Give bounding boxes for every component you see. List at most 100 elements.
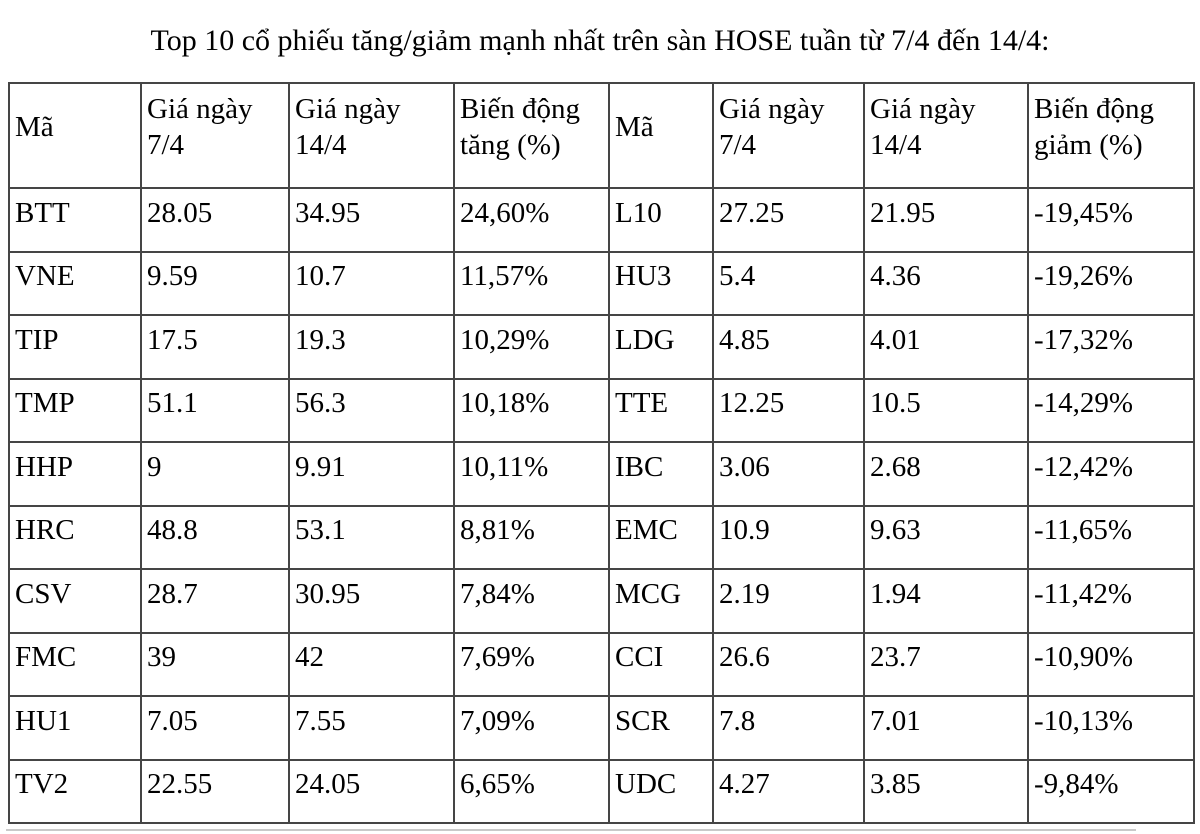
loser-change-cell: -10,90% — [1027, 631, 1195, 697]
loser-price-14-4-cell: 21.95 — [863, 187, 1029, 253]
gainer-code-cell: TIP — [8, 314, 142, 380]
gainer-code-cell: VNE — [8, 250, 142, 316]
loser-price-7-4-cell: 4.27 — [712, 758, 865, 824]
gainer-change-cell: 8,81% — [453, 504, 610, 570]
col-header-loser-price-7-4: Giá ngày 7/4 — [712, 82, 865, 189]
loser-price-7-4-cell: 4.85 — [712, 314, 865, 380]
loser-price-7-4-cell: 26.6 — [712, 631, 865, 697]
loser-code-cell: IBC — [608, 441, 714, 507]
cropped-next-row-line — [6, 829, 1136, 831]
gainer-code-cell: HHP — [8, 441, 142, 507]
loser-price-7-4-cell: 5.4 — [712, 250, 865, 316]
table-row: HHP 9 9.91 10,11% IBC 3.06 2.68 -12,42% — [8, 441, 1195, 507]
table-row: FMC 39 42 7,69% CCI 26.6 23.7 -10,90% — [8, 631, 1195, 697]
gainer-code-cell: HRC — [8, 504, 142, 570]
gainer-code-cell: FMC — [8, 631, 142, 697]
col-header-loser-code: Mã — [608, 82, 714, 189]
loser-change-cell: -17,32% — [1027, 314, 1195, 380]
gainer-price-14-4-cell: 9.91 — [288, 441, 455, 507]
loser-price-14-4-cell: 23.7 — [863, 631, 1029, 697]
gainer-price-7-4-cell: 9.59 — [140, 250, 290, 316]
table-row: CSV 28.7 30.95 7,84% MCG 2.19 1.94 -11,42% — [8, 568, 1195, 634]
col-header-loser-change: Biến động giảm (%) — [1027, 82, 1195, 189]
gainer-code-cell: TMP — [8, 377, 142, 443]
table-row: VNE 9.59 10.7 11,57% HU3 5.4 4.36 -19,26% — [8, 250, 1195, 316]
gainer-price-7-4-cell: 28.05 — [140, 187, 290, 253]
loser-price-14-4-cell: 4.01 — [863, 314, 1029, 380]
gainer-change-cell: 24,60% — [453, 187, 610, 253]
gainer-price-14-4-cell: 24.05 — [288, 758, 455, 824]
col-header-loser-price-14-4: Giá ngày 14/4 — [863, 82, 1029, 189]
table-row: HU1 7.05 7.55 7,09% SCR 7.8 7.01 -10,13% — [8, 695, 1195, 761]
loser-price-7-4-cell: 7.8 — [712, 695, 865, 761]
gainer-price-14-4-cell: 42 — [288, 631, 455, 697]
col-header-gainer-price-7-4: Giá ngày 7/4 — [140, 82, 290, 189]
gainer-price-14-4-cell: 7.55 — [288, 695, 455, 761]
col-header-gainer-code: Mã — [8, 82, 142, 189]
loser-change-cell: -12,42% — [1027, 441, 1195, 507]
loser-price-14-4-cell: 10.5 — [863, 377, 1029, 443]
table-header: Mã Giá ngày 7/4 Giá ngày 14/4 Biến động … — [8, 82, 1195, 189]
stock-table: Mã Giá ngày 7/4 Giá ngày 14/4 Biến động … — [8, 82, 1195, 824]
loser-code-cell: LDG — [608, 314, 714, 380]
loser-price-7-4-cell: 10.9 — [712, 504, 865, 570]
loser-code-cell: UDC — [608, 758, 714, 824]
gainer-change-cell: 7,09% — [453, 695, 610, 761]
loser-price-7-4-cell: 3.06 — [712, 441, 865, 507]
loser-code-cell: HU3 — [608, 250, 714, 316]
gainer-price-7-4-cell: 22.55 — [140, 758, 290, 824]
gainer-price-14-4-cell: 34.95 — [288, 187, 455, 253]
gainer-change-cell: 7,69% — [453, 631, 610, 697]
loser-change-cell: -14,29% — [1027, 377, 1195, 443]
gainer-price-7-4-cell: 28.7 — [140, 568, 290, 634]
gainer-change-cell: 10,18% — [453, 377, 610, 443]
loser-price-14-4-cell: 9.63 — [863, 504, 1029, 570]
gainer-price-14-4-cell: 10.7 — [288, 250, 455, 316]
gainer-price-7-4-cell: 7.05 — [140, 695, 290, 761]
loser-price-14-4-cell: 3.85 — [863, 758, 1029, 824]
loser-price-14-4-cell: 4.36 — [863, 250, 1029, 316]
table-header-row: Mã Giá ngày 7/4 Giá ngày 14/4 Biến động … — [8, 82, 1195, 189]
loser-code-cell: SCR — [608, 695, 714, 761]
table-row: TIP 17.5 19.3 10,29% LDG 4.85 4.01 -17,32% — [8, 314, 1195, 380]
loser-change-cell: -19,45% — [1027, 187, 1195, 253]
gainer-change-cell: 11,57% — [453, 250, 610, 316]
gainer-price-7-4-cell: 9 — [140, 441, 290, 507]
loser-price-7-4-cell: 27.25 — [712, 187, 865, 253]
page-title: Top 10 cổ phiếu tăng/giảm mạnh nhất trên… — [150, 24, 1050, 57]
col-header-gainer-change: Biến động tăng (%) — [453, 82, 610, 189]
gainer-change-cell: 10,29% — [453, 314, 610, 380]
gainer-price-14-4-cell: 19.3 — [288, 314, 455, 380]
gainer-price-14-4-cell: 30.95 — [288, 568, 455, 634]
loser-code-cell: MCG — [608, 568, 714, 634]
gainer-code-cell: BTT — [8, 187, 142, 253]
gainer-code-cell: HU1 — [8, 695, 142, 761]
gainer-price-7-4-cell: 48.8 — [140, 504, 290, 570]
loser-code-cell: L10 — [608, 187, 714, 253]
col-header-gainer-price-14-4: Giá ngày 14/4 — [288, 82, 455, 189]
gainer-change-cell: 6,65% — [453, 758, 610, 824]
table-row: HRC 48.8 53.1 8,81% EMC 10.9 9.63 -11,65% — [8, 504, 1195, 570]
loser-change-cell: -10,13% — [1027, 695, 1195, 761]
gainer-price-7-4-cell: 39 — [140, 631, 290, 697]
loser-code-cell: EMC — [608, 504, 714, 570]
loser-code-cell: CCI — [608, 631, 714, 697]
gainer-price-14-4-cell: 56.3 — [288, 377, 455, 443]
loser-change-cell: -9,84% — [1027, 758, 1195, 824]
gainer-change-cell: 7,84% — [453, 568, 610, 634]
loser-code-cell: TTE — [608, 377, 714, 443]
loser-price-14-4-cell: 1.94 — [863, 568, 1029, 634]
loser-price-14-4-cell: 2.68 — [863, 441, 1029, 507]
loser-change-cell: -11,65% — [1027, 504, 1195, 570]
loser-price-7-4-cell: 2.19 — [712, 568, 865, 634]
table-row: BTT 28.05 34.95 24,60% L10 27.25 21.95 -19,45% — [8, 187, 1195, 253]
table-row: TMP 51.1 56.3 10,18% TTE 12.25 10.5 -14,29% — [8, 377, 1195, 443]
gainer-change-cell: 10,11% — [453, 441, 610, 507]
loser-price-14-4-cell: 7.01 — [863, 695, 1029, 761]
gainer-price-14-4-cell: 53.1 — [288, 504, 455, 570]
gainer-price-7-4-cell: 51.1 — [140, 377, 290, 443]
loser-change-cell: -19,26% — [1027, 250, 1195, 316]
table-body: BTT 28.05 34.95 24,60% L10 27.25 21.95 -19,45% V… — [8, 187, 1195, 824]
loser-change-cell: -11,42% — [1027, 568, 1195, 634]
table-row: TV2 22.55 24.05 6,65% UDC 4.27 3.85 -9,84% — [8, 758, 1195, 824]
